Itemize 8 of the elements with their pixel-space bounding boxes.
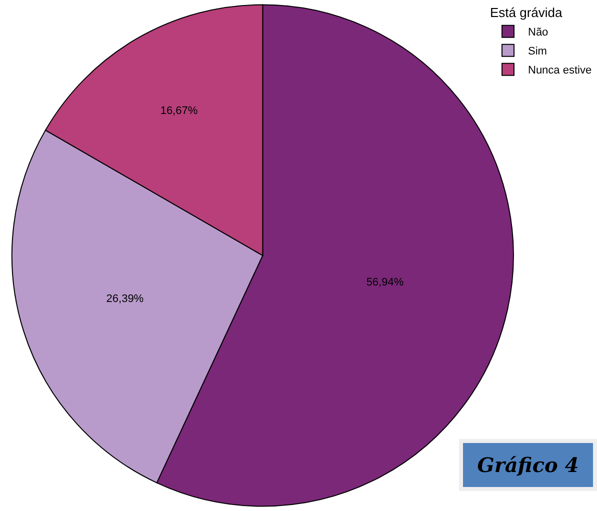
legend-label: Sim: [528, 46, 547, 58]
legend-label: Não: [528, 26, 548, 39]
data-label: 56,94%: [366, 276, 404, 289]
text: Gráfico 4: [477, 453, 579, 477]
legend-title: Está grávida: [490, 4, 564, 20]
data-label: 26,39%: [106, 292, 144, 305]
data-label: 16,67%: [160, 104, 198, 117]
legend-label: Nunca estive: [528, 64, 592, 77]
